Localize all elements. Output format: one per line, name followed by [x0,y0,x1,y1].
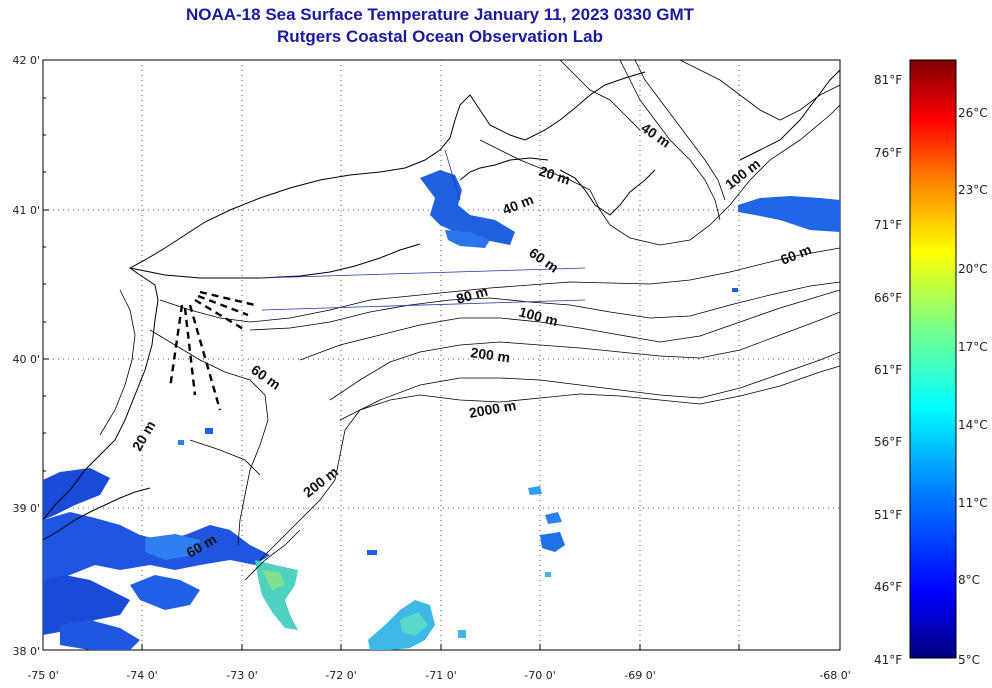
cb-c-17: 17°C [958,340,988,354]
cb-c-26: 26°C [958,106,988,120]
bathymetry-contours [99,60,840,581]
lat-label-41: 41 0' [12,204,40,217]
latitude-labels: 42 0' 41 0' 40 0' 39 0' 38 0' [12,54,40,658]
lon-label-70: -70 0' [524,669,556,682]
lat-label-40: 40 0' [12,353,40,366]
contour-label-200m: 200 m [470,344,512,365]
cb-f-56: 56°F [874,435,902,449]
lon-label-72: -72 0' [325,669,357,682]
cb-f-61: 61°F [874,363,902,377]
cb-f-71: 71°F [874,218,902,232]
lat-label-42: 42 0' [12,54,40,67]
graticule [43,60,840,650]
cb-f-41: 41°F [874,653,902,667]
cb-c-8: 8°C [958,573,980,587]
map-subtitle: Rutgers Coastal Ocean Observation Lab [277,27,603,46]
lat-label-38: 38 0' [12,645,40,658]
shipping-lanes [168,290,256,411]
longitude-labels: -75 0' -74 0' -73 0' -72 0' -71 0' -70 0… [27,669,851,682]
cb-f-46: 46°F [874,580,902,594]
coastline [43,69,840,541]
transect-lines [259,149,586,311]
colorbar-fahrenheit-labels: 81°F 76°F 71°F 66°F 61°F 56°F 51°F 46°F … [874,73,902,667]
lon-label-73: -73 0' [226,669,258,682]
cb-c-5: 5°C [958,653,980,667]
lon-label-75: -75 0' [27,669,59,682]
cb-c-20: 20°C [958,262,988,276]
colorbar [909,59,957,659]
lon-label-68: -68 0' [819,669,851,682]
cb-c-23: 23°C [958,183,988,197]
cb-f-51: 51°F [874,508,902,522]
lon-label-71: -71 0' [425,669,457,682]
colorbar-celsius-labels: 26°C 23°C 20°C 17°C 14°C 11°C 8°C 5°C [958,106,988,667]
lon-label-74: -74 0' [126,669,158,682]
cb-f-81: 81°F [874,73,902,87]
lat-label-39: 39 0' [12,502,40,515]
cb-f-66: 66°F [874,291,902,305]
map-title: NOAA-18 Sea Surface Temperature January … [185,5,695,24]
sst-data-patches [43,170,840,650]
cb-f-76: 76°F [874,146,902,160]
cb-c-14: 14°C [958,418,988,432]
cb-c-11: 11°C [958,496,988,510]
lon-label-69: -69 0' [624,669,656,682]
